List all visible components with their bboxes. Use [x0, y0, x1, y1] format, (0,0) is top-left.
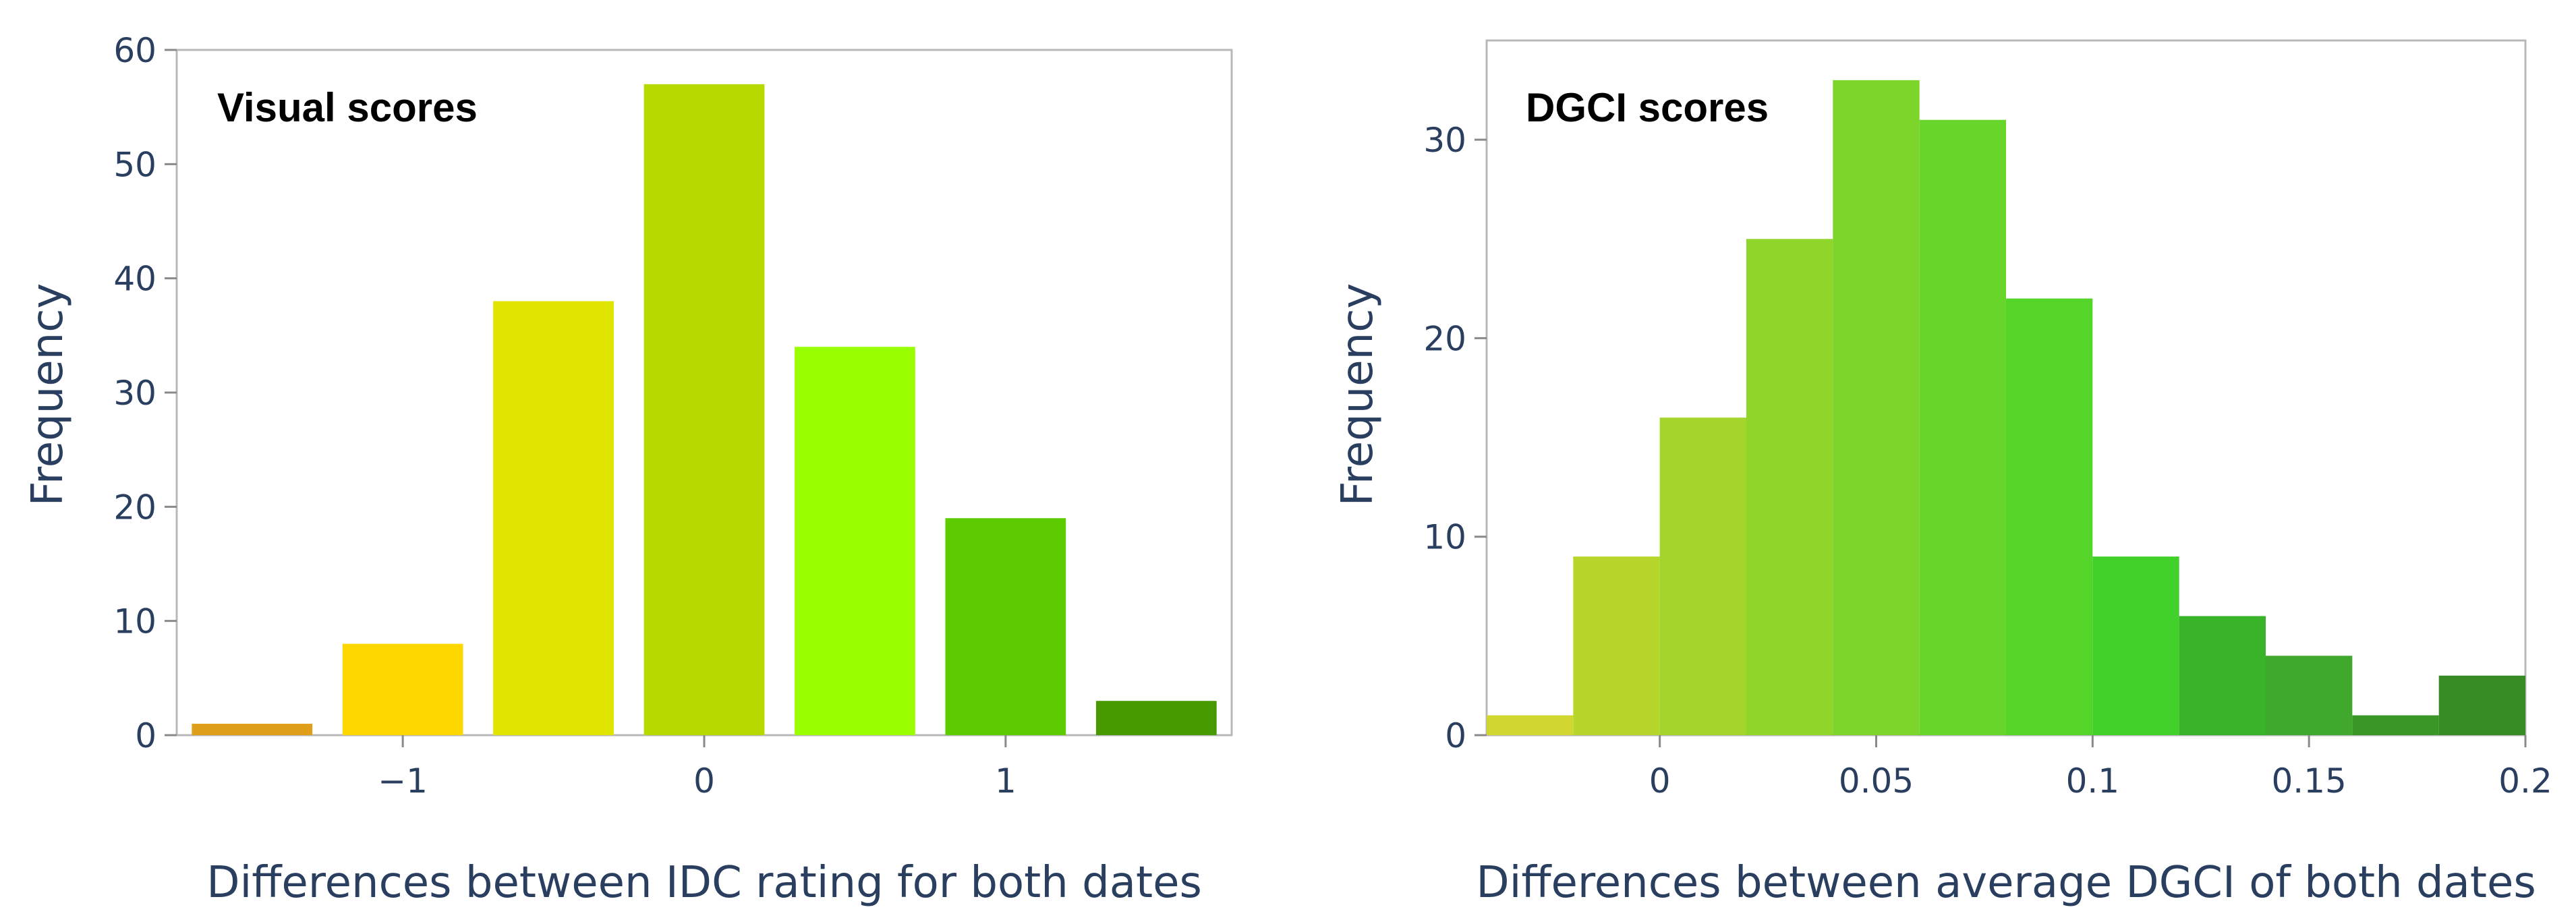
dgci-scores-bar	[1573, 556, 1659, 735]
visual-scores-x-axis-title: Differences between IDC rating for both …	[206, 858, 1202, 908]
dgci-scores-bar	[2266, 656, 2352, 735]
dgci-scores-y-tick-label: 10	[1423, 518, 1466, 557]
dgci-scores-bar	[1833, 80, 1919, 735]
visual-scores-x-ticks: −1 0 1	[378, 735, 1016, 801]
visual-scores-y-axis-title: Frequency	[23, 283, 73, 507]
dgci-scores-bar	[1920, 120, 2006, 735]
visual-scores-panel: 0 10 20 30 40 50 60 −1 0 1 Visual scores Differe…	[23, 31, 1232, 908]
visual-scores-y-tick-label: 30	[113, 374, 156, 413]
dgci-scores-bar	[1746, 239, 1833, 735]
dgci-scores-bar	[2179, 616, 2266, 735]
dgci-scores-bar	[2092, 556, 2179, 735]
chart-canvas: 0 10 20 30 40 50 60 −1 0 1 Visual scores Differe…	[0, 0, 2576, 919]
visual-scores-bar	[493, 301, 614, 735]
visual-scores-y-tick-label: 50	[113, 145, 156, 184]
dgci-scores-x-tick-label: 0.05	[1839, 761, 1914, 801]
dgci-scores-x-tick-label: 0.1	[2066, 761, 2120, 801]
dgci-scores-bar	[2352, 716, 2438, 735]
visual-scores-y-ticks: 0 10 20 30 40 50 60	[113, 31, 177, 755]
visual-scores-title: Visual scores	[217, 85, 478, 130]
visual-scores-bar	[945, 518, 1066, 735]
dgci-scores-y-tick-label: 30	[1423, 121, 1466, 160]
visual-scores-y-tick-label: 10	[113, 602, 156, 641]
visual-scores-y-tick-label: 40	[113, 260, 156, 299]
visual-scores-bar	[795, 347, 915, 735]
dgci-scores-bar	[2006, 299, 2092, 735]
dgci-scores-bar	[1660, 417, 1746, 735]
visual-scores-x-tick-label: −1	[378, 761, 428, 801]
visual-scores-bar	[644, 84, 765, 735]
dgci-scores-y-axis-title: Frequency	[1333, 283, 1383, 507]
dgci-scores-x-tick-label: 0.2	[2498, 761, 2552, 801]
visual-scores-y-tick-label: 20	[113, 488, 156, 527]
dgci-scores-y-ticks: 0 10 20 30	[1423, 121, 1487, 755]
visual-scores-bar	[343, 644, 463, 735]
visual-scores-x-tick-label: 1	[995, 761, 1017, 801]
visual-scores-y-tick-label: 0	[135, 716, 156, 755]
dgci-scores-bar	[1487, 716, 1573, 735]
dgci-scores-y-tick-label: 0	[1445, 716, 1466, 755]
visual-scores-y-tick-label: 60	[113, 31, 156, 70]
dgci-scores-x-tick-label: 0	[1649, 761, 1671, 801]
dgci-scores-x-ticks: 0 0.05 0.1 0.15 0.2	[1649, 735, 2552, 801]
dgci-scores-bar	[2439, 676, 2525, 735]
visual-scores-bar	[1096, 701, 1217, 735]
dgci-scores-x-tick-label: 0.15	[2272, 761, 2347, 801]
dgci-scores-title: DGCI scores	[1526, 85, 1769, 130]
visual-scores-bar	[192, 724, 312, 735]
dgci-scores-x-axis-title: Differences between average DGCI of both…	[1476, 858, 2536, 908]
visual-scores-x-tick-label: 0	[693, 761, 715, 801]
dgci-scores-panel: 0 10 20 30 0 0.05 0.1 0.15 0.2 DGCI scores Diff…	[1333, 40, 2552, 908]
dgci-scores-y-tick-label: 20	[1423, 319, 1466, 358]
